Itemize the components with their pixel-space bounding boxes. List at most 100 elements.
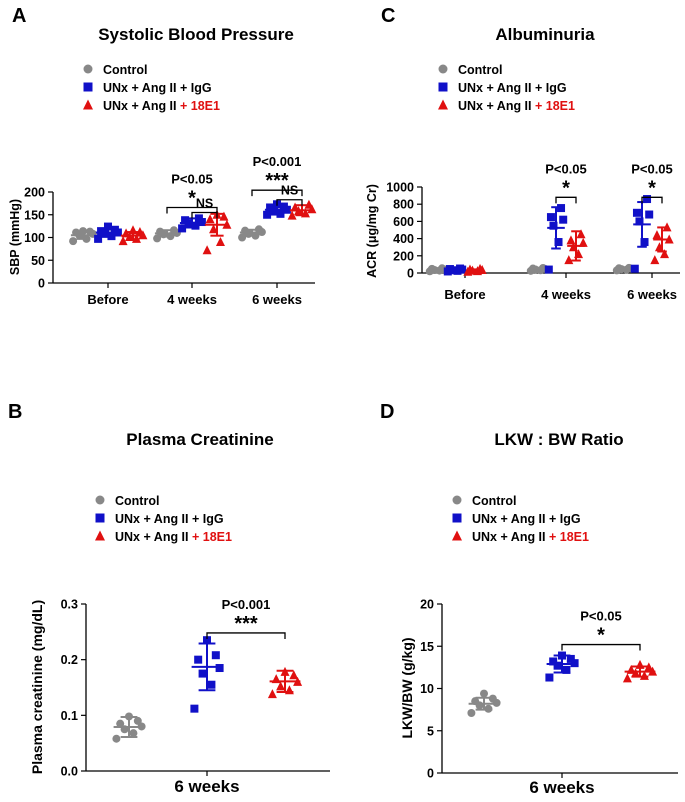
y-tick-label: 400 <box>393 232 414 246</box>
y-tick-label: 0.3 <box>61 598 78 612</box>
legend-entry-e1: UNx + Ang II + 18E1 <box>103 99 220 113</box>
legend-entry-control: Control <box>458 63 502 77</box>
data-point <box>644 662 654 672</box>
p-value: P<0.001 <box>222 597 271 612</box>
y-tick-label: 10 <box>420 682 434 696</box>
legend-entry-igg: UNx + Ang II + IgG <box>103 81 212 95</box>
y-tick-label: 50 <box>31 254 45 268</box>
legend-entry-igg: UNx + Ang II + IgG <box>458 81 567 95</box>
p-value: P<0.05 <box>631 161 673 176</box>
data-point <box>559 215 568 224</box>
significance-bracket: NS <box>276 184 303 206</box>
significance-stars: *** <box>265 170 289 192</box>
chart-title: Plasma Creatinine <box>126 430 273 449</box>
data-point <box>207 680 216 689</box>
data-point <box>198 669 207 678</box>
legend-entry-igg: UNx + Ang II + IgG <box>115 512 224 526</box>
y-axis-label: Plasma creatinine (mg/dL) <box>29 600 45 774</box>
series-control <box>69 225 266 246</box>
legend: Control UNx + Ang II + IgG UNx + Ang II + … <box>452 494 589 544</box>
bracket-line <box>276 199 303 206</box>
significance-bracket: ***P<0.001 <box>206 597 286 639</box>
data-point <box>640 238 649 247</box>
series-e1 <box>622 659 658 683</box>
p-value: P<0.05 <box>545 161 587 176</box>
data-point <box>69 237 78 246</box>
data-point <box>194 214 203 223</box>
data-point <box>576 229 586 239</box>
y-tick-label: 150 <box>24 208 45 222</box>
significance-stars: *** <box>234 613 258 635</box>
data-point <box>215 664 224 673</box>
data-point <box>209 224 219 234</box>
chart-title: Albuminuria <box>495 25 595 44</box>
data-point <box>215 237 225 247</box>
y-tick-label: 0.0 <box>61 765 78 779</box>
data-point <box>662 222 672 232</box>
data-point <box>181 216 190 225</box>
series-igg <box>190 636 224 713</box>
p-value: P<0.05 <box>580 609 622 624</box>
ns-label: NS <box>281 184 298 198</box>
legend-marker-control <box>452 495 462 505</box>
x-tick-label: 6 weeks <box>174 777 239 796</box>
y-axis-label: SBP (mmHg) <box>8 199 22 275</box>
significance-bracket: NS <box>191 196 218 219</box>
y-tick-label: 5 <box>427 724 434 738</box>
data-point <box>178 224 187 233</box>
data-point <box>635 217 644 226</box>
panel-a: A Systolic Blood Pressure Control UNx + Ang… <box>8 5 317 307</box>
legend-marker-e1 <box>95 530 105 541</box>
data-point <box>622 673 632 683</box>
data-point <box>545 673 554 682</box>
data-point <box>456 264 465 273</box>
data-point <box>85 227 94 236</box>
legend-entry-e1: UNx + Ang II + 18E1 <box>115 530 232 544</box>
data-point <box>650 255 660 265</box>
x-tick-label: 4 weeks <box>541 287 591 302</box>
significance-stars: * <box>188 187 196 209</box>
panel-label: D <box>380 401 394 423</box>
data-point <box>254 225 263 234</box>
y-tick-label: 800 <box>393 198 414 212</box>
data-point <box>276 681 286 691</box>
bracket-line <box>555 196 577 204</box>
data-point <box>557 204 566 213</box>
data-point <box>289 670 299 680</box>
data-point <box>480 689 488 698</box>
legend-entry-e1: UNx + Ang II + 18E1 <box>458 99 575 113</box>
legend-marker-igg <box>452 513 462 523</box>
data-point <box>645 210 654 219</box>
data-point <box>578 237 588 247</box>
series-e1 <box>267 666 303 699</box>
data-point <box>269 207 278 216</box>
data-point <box>643 195 652 204</box>
y-tick-label: 200 <box>393 249 414 263</box>
data-point <box>194 655 203 664</box>
bracket-line <box>166 206 218 214</box>
significance-bracket: *P<0.05 <box>166 171 218 214</box>
data-point <box>202 245 212 255</box>
significance-bracket: ***P<0.001 <box>251 154 303 197</box>
data-point <box>116 719 125 728</box>
y-tick-label: 0 <box>427 767 434 781</box>
data-point <box>169 226 178 235</box>
data-point <box>562 665 571 674</box>
data-point <box>630 264 639 273</box>
y-tick-label: 600 <box>393 215 414 229</box>
data-point <box>112 734 121 743</box>
panel-c: C Albuminuria Control UNx + Ang II + IgG UNx… <box>365 5 680 302</box>
p-value: P<0.001 <box>253 154 302 169</box>
data-point <box>135 227 145 237</box>
legend-marker-e1 <box>452 530 462 541</box>
x-tick-label: 6 weeks <box>252 292 302 307</box>
data-point <box>211 651 220 660</box>
legend: Control UNx + Ang II + IgG UNx + Ang II + … <box>438 63 575 113</box>
legend-entry-accent: + 18E1 <box>180 99 220 113</box>
legend-marker-igg <box>83 82 93 92</box>
series-igg <box>545 651 579 682</box>
data-point <box>129 729 138 738</box>
legend-marker-control <box>95 495 105 505</box>
legend: Control UNx + Ang II + IgG UNx + Ang II + … <box>83 63 220 113</box>
data-point <box>190 704 199 713</box>
